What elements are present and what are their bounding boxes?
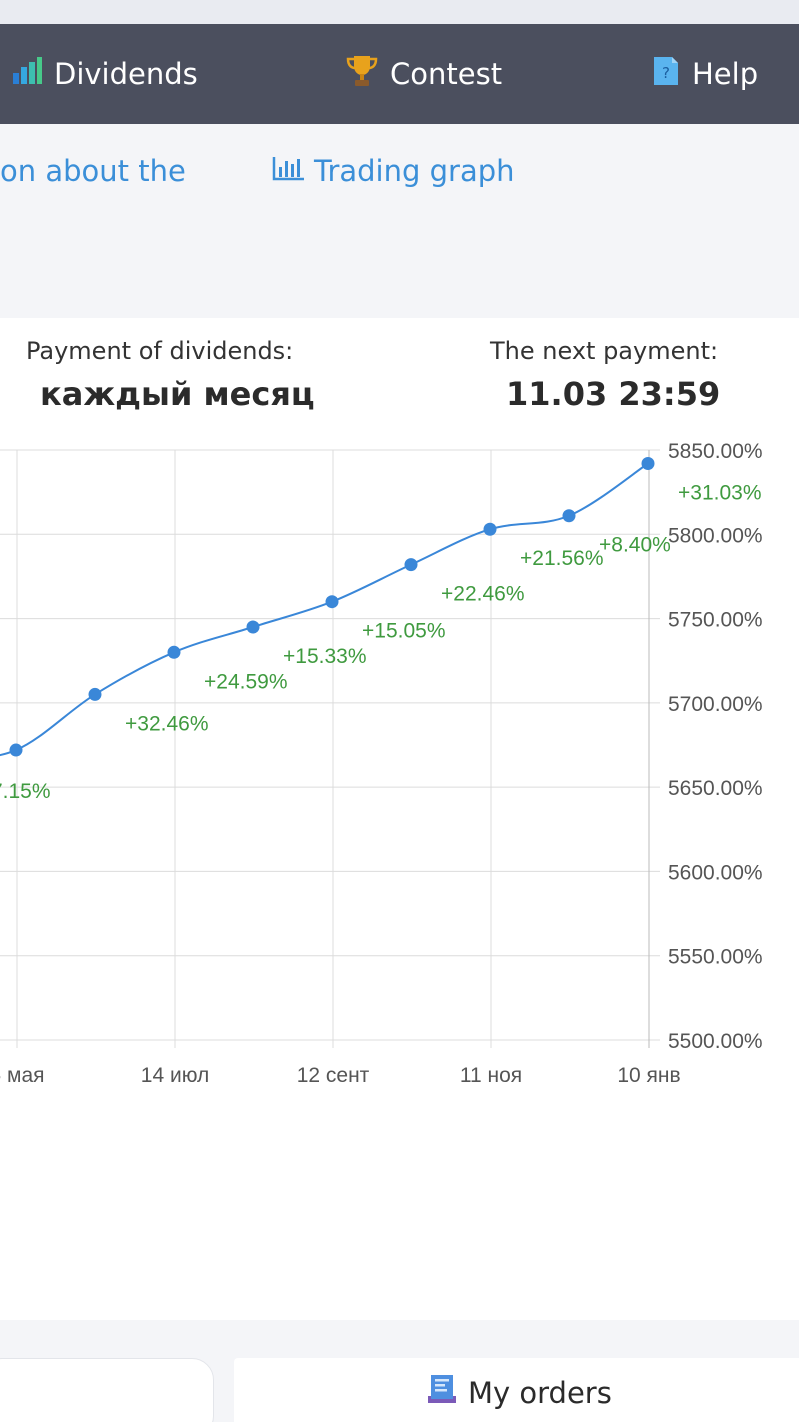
payment-of-dividends-label: Payment of dividends: <box>26 337 294 365</box>
nav-contest[interactable]: Contest <box>346 24 502 124</box>
point-value-label: +32.46% <box>125 712 209 735</box>
nav-dividends-label: Dividends <box>54 57 198 91</box>
y-tick-label: 5550.00% <box>668 946 763 969</box>
point-value-label: +24.59% <box>204 670 288 693</box>
y-tick-label: 5700.00% <box>668 693 763 716</box>
nav-contest-label: Contest <box>390 57 503 91</box>
next-payment-label: The next payment: <box>490 337 719 365</box>
nav-help-label: Help <box>692 57 759 91</box>
status-strip <box>0 0 799 24</box>
dividends-line-chart: 5850.00% 5800.00% 5750.00% 5700.00% 5650.00%… <box>0 440 763 1087</box>
data-point[interactable] <box>404 558 418 572</box>
point-value-label: +8.40% <box>599 534 671 557</box>
x-tick-label: 14 июл <box>141 1064 209 1087</box>
data-point[interactable] <box>641 456 655 470</box>
my-orders-label: My orders <box>468 1375 612 1410</box>
svg-text:?: ? <box>662 64 670 82</box>
point-value-label: +17.15% <box>0 780 51 803</box>
trophy-icon <box>346 54 378 95</box>
trading-graph-link-label: Trading graph <box>314 154 515 188</box>
orders-icon <box>426 1374 458 1411</box>
chart-grid <box>0 449 660 1048</box>
y-tick-label: 5600.00% <box>668 861 763 884</box>
point-value-label: +31.03% <box>678 481 762 504</box>
my-orders-tab[interactable] <box>234 1358 799 1422</box>
y-tick-label: 5850.00% <box>668 440 763 463</box>
chart-points <box>9 456 655 757</box>
data-point[interactable] <box>483 522 497 536</box>
point-value-label: +15.33% <box>283 645 367 668</box>
bottom-tab-left[interactable] <box>0 1358 214 1422</box>
y-tick-label: 5500.00% <box>668 1030 763 1053</box>
chart-x-axis: 5 мая 14 июл 12 сент 11 ноя 10 янв <box>0 1064 681 1087</box>
x-tick-label: 5 мая <box>0 1064 45 1087</box>
data-point[interactable] <box>246 620 260 634</box>
data-point[interactable] <box>562 509 576 523</box>
trading-graph-link[interactable]: Trading graph <box>272 154 515 188</box>
data-point[interactable] <box>167 645 181 659</box>
help-document-icon: ? <box>652 55 680 94</box>
chart-y-axis: 5850.00% 5800.00% 5750.00% 5700.00% 5650.00%… <box>668 440 763 1053</box>
nav-help[interactable]: ? Help <box>652 24 758 124</box>
nav-dividends[interactable]: Dividends <box>12 24 198 124</box>
info-link-label: on about the <box>0 154 186 188</box>
data-point[interactable] <box>9 743 23 757</box>
my-orders-button[interactable]: My orders <box>426 1374 612 1411</box>
x-tick-label: 11 ноя <box>460 1064 522 1087</box>
point-value-label: +15.05% <box>362 620 446 643</box>
bar-chart-icon <box>12 56 42 92</box>
series-line <box>0 462 649 757</box>
info-link[interactable]: on about the <box>0 154 186 188</box>
data-point[interactable] <box>325 595 339 609</box>
y-tick-label: 5650.00% <box>668 777 763 800</box>
graph-icon <box>272 154 306 188</box>
next-payment-value: 11.03 23:59 <box>506 375 721 413</box>
secondary-links-bar <box>0 124 799 318</box>
payment-of-dividends-value: каждый месяц <box>40 375 315 413</box>
x-tick-label: 10 янв <box>617 1064 680 1087</box>
top-navbar: Dividends Contest ? Help <box>0 24 799 124</box>
data-point[interactable] <box>88 687 102 701</box>
y-tick-label: 5800.00% <box>668 524 763 547</box>
x-tick-label: 12 сент <box>297 1064 370 1087</box>
chart-point-labels: +17.15% +32.46% +24.59%+15.33%+15.05% +22.4… <box>0 481 762 802</box>
y-tick-label: 5750.00% <box>668 609 763 632</box>
point-value-label: +21.56% <box>520 547 604 570</box>
point-value-label: +22.46% <box>441 583 525 606</box>
